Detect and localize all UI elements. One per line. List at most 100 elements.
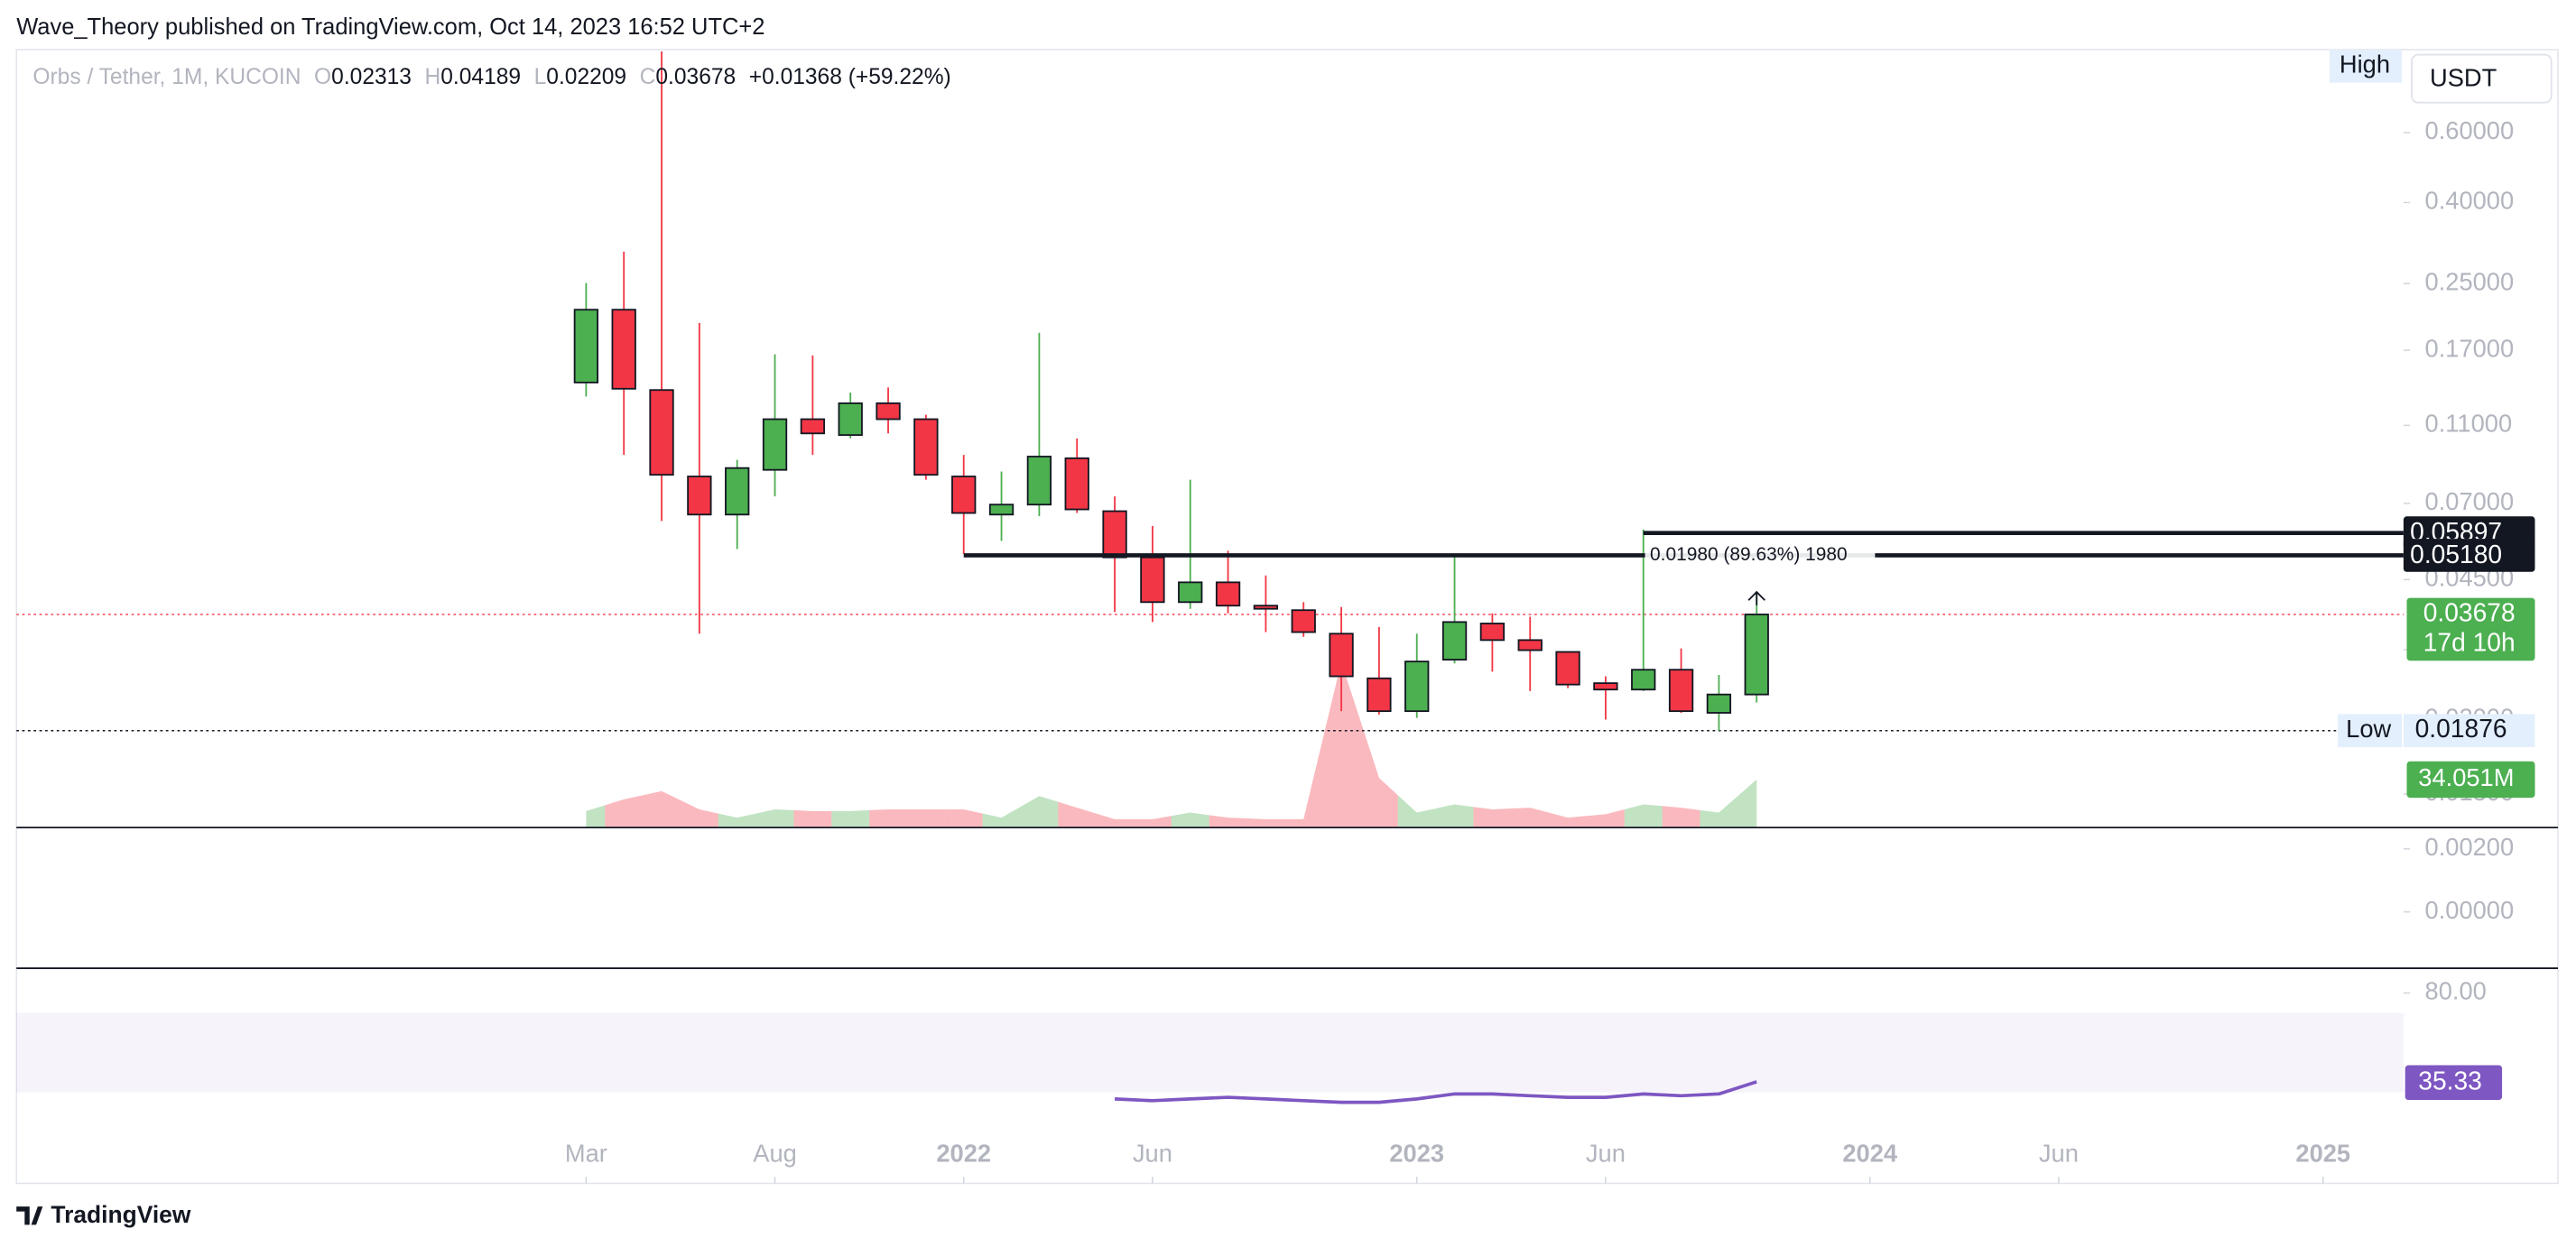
volume-area: [944, 808, 983, 828]
volume-area: [982, 807, 1021, 828]
candle-body: [951, 476, 977, 514]
price-line-label: 0.05180: [2410, 540, 2502, 569]
volume-area: [1435, 804, 1474, 828]
rsi-badge: [2405, 1065, 2503, 1101]
y-tick-label: 0.11000: [2425, 410, 2513, 438]
candle-body: [1253, 605, 1279, 610]
candle-body: [1404, 661, 1430, 713]
candle-body: [1329, 633, 1354, 678]
candle-body: [1593, 682, 1618, 691]
brand: TradingView: [51, 1201, 190, 1228]
y-tick-label: 0.00200: [2425, 833, 2515, 861]
volume-area: [1700, 796, 1738, 828]
candle-body: [1744, 614, 1769, 696]
volume-area: [1586, 808, 1625, 828]
legend-high: 0.04189: [440, 65, 521, 89]
x-tick-label: Jun: [1133, 1139, 1172, 1167]
x-tick-label: Aug: [753, 1139, 797, 1167]
candle-body: [1367, 677, 1392, 713]
candle-body: [649, 389, 674, 476]
y-tick-label: 0.60000: [2425, 116, 2515, 144]
volume-area: [869, 808, 907, 828]
legend: Orbs / Tether, 1M, KUCOIN O0.02313 H0.0418…: [32, 65, 950, 89]
candle-body: [1178, 581, 1203, 604]
x-tick-label: 2023: [1389, 1139, 1444, 1167]
volume-area: [906, 808, 945, 828]
candle-body: [1026, 456, 1052, 506]
high-tag-label: High: [2340, 51, 2390, 79]
low-badge: [2403, 714, 2535, 748]
candle-body: [1555, 651, 1580, 686]
rsi-line: [1114, 1080, 1757, 1104]
volume-area: [1284, 740, 1323, 828]
volume-area: [1171, 812, 1209, 828]
volume-area: [1397, 795, 1436, 828]
volume-area: [793, 809, 832, 828]
candle-body: [1479, 623, 1506, 642]
candle-body: [838, 402, 863, 437]
candle-body: [1140, 556, 1165, 604]
low-tag-label: Low: [2346, 715, 2391, 743]
volume-area: [718, 813, 756, 828]
volume-area: [1096, 813, 1134, 828]
high-tag: [2329, 50, 2403, 83]
volume-area: [680, 799, 718, 828]
y-tick-label: 0.25000: [2425, 268, 2515, 296]
candle-body: [1102, 510, 1127, 559]
legend-close: 0.03678: [655, 65, 736, 89]
candle-body: [1215, 581, 1241, 607]
chart-frame: [15, 49, 2559, 1185]
x-tick-label: 2024: [1842, 1139, 1897, 1167]
last-price-badge: [2406, 597, 2535, 661]
volume-area: [605, 795, 644, 828]
legend-symbol: Orbs / Tether, 1M, KUCOIN: [32, 65, 301, 89]
volume-area: [586, 805, 606, 828]
candle-body: [913, 418, 939, 476]
volume-area: [1058, 801, 1097, 828]
volume-area: [1549, 812, 1587, 828]
countdown: 17d 10h: [2423, 628, 2516, 657]
candle-body: [1631, 669, 1656, 691]
arrow-annotation: [1747, 590, 1765, 605]
x-tick-label: Jun: [1586, 1139, 1626, 1167]
currency-label[interactable]: USDT: [2430, 63, 2497, 91]
candle-body: [1291, 609, 1316, 633]
volume-area: [1662, 806, 1700, 828]
attribution: Wave_Theory published on TradingView.com…: [16, 14, 764, 40]
legend-letter: C: [640, 65, 656, 89]
y-tick-label: 0.00000: [2425, 896, 2515, 924]
legend-open: 0.02313: [331, 65, 412, 89]
volume-area: [1359, 719, 1398, 828]
rsi-label: 35.33: [2418, 1067, 2482, 1095]
candle-body: [1064, 457, 1089, 511]
x-tick-label: 2025: [2295, 1139, 2350, 1167]
candle-body: [1517, 639, 1543, 651]
candle-body: [800, 418, 826, 435]
low-tag: [2338, 714, 2403, 748]
chart-layer: 0.60000 0.40000 0.25000 0.17000 0.11000 0.070…: [16, 50, 2558, 1184]
candle-body: [762, 418, 788, 471]
currency-button[interactable]: [2411, 53, 2553, 104]
volume-area: [1737, 779, 1757, 828]
x-tick-label: Jun: [2039, 1139, 2079, 1167]
candle-body: [988, 504, 1015, 516]
volume-area: [1511, 808, 1550, 828]
volume-area: [1133, 816, 1172, 828]
volume-area: [755, 808, 794, 828]
candle-body: [573, 309, 599, 383]
rsi-band: [16, 1012, 2404, 1093]
measure-box: [1645, 540, 1876, 570]
measure-label: 0.01980 (89.63%) 1980: [1650, 544, 1848, 565]
x-tick-label: 2022: [936, 1139, 991, 1167]
candle-body: [876, 402, 901, 420]
last-price-label: 0.03678: [2423, 598, 2516, 627]
legend-letter: L: [534, 65, 547, 89]
volume-area: [1020, 796, 1059, 828]
volume-area: [1322, 661, 1360, 828]
candle-body: [725, 467, 750, 516]
volume-area: [1473, 807, 1512, 828]
candle-body: [1706, 693, 1732, 714]
y-tick-label: 0.17000: [2425, 334, 2515, 362]
volume-area: [1624, 804, 1663, 828]
candle-body: [611, 309, 636, 390]
